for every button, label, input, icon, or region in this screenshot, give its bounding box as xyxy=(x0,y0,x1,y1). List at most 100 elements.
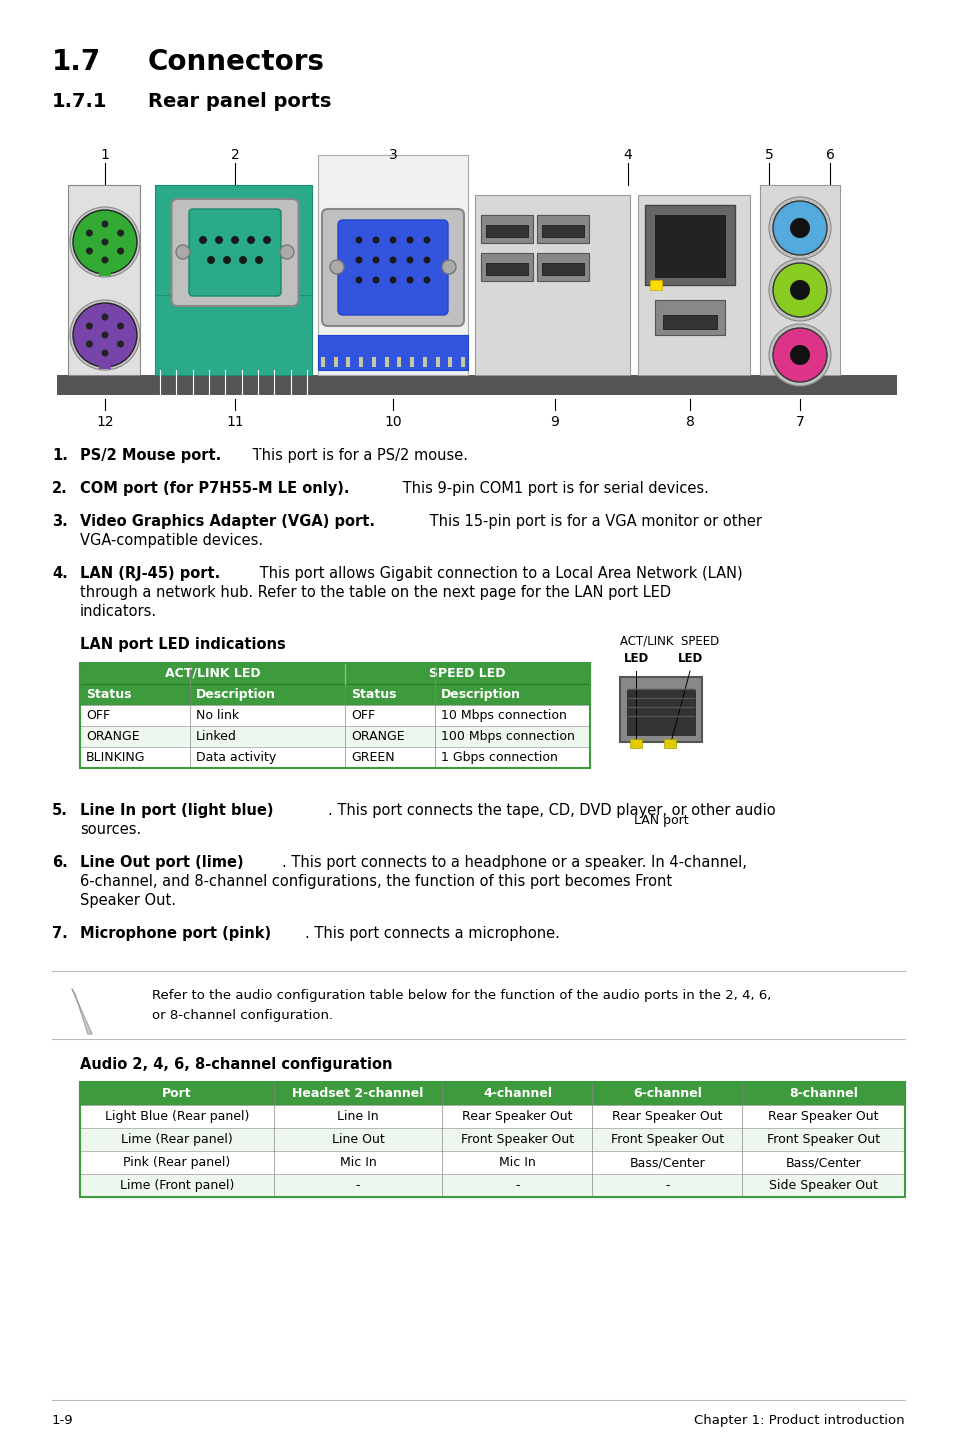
Bar xyxy=(655,215,724,276)
Circle shape xyxy=(355,236,362,243)
Text: 7.: 7. xyxy=(52,927,68,941)
Text: through a network hub. Refer to the table on the next page for the LAN port LED: through a network hub. Refer to the tabl… xyxy=(80,586,670,600)
Circle shape xyxy=(355,276,362,284)
Text: Video Graphics Adapter (VGA) port.: Video Graphics Adapter (VGA) port. xyxy=(80,514,375,528)
Text: 5: 5 xyxy=(763,147,773,162)
Bar xyxy=(99,271,111,276)
Text: Description: Description xyxy=(440,687,520,702)
Text: 1-9: 1-9 xyxy=(52,1413,73,1428)
Text: This 15-pin port is for a VGA monitor or other: This 15-pin port is for a VGA monitor or… xyxy=(424,514,761,528)
Text: Front Speaker Out: Front Speaker Out xyxy=(610,1133,723,1146)
Circle shape xyxy=(372,236,379,243)
FancyBboxPatch shape xyxy=(189,209,281,296)
Text: PS/2 Mouse port.: PS/2 Mouse port. xyxy=(80,448,221,463)
Circle shape xyxy=(423,276,430,284)
Text: Status: Status xyxy=(86,687,132,702)
Text: 4-channel: 4-channel xyxy=(482,1087,552,1100)
Text: GREEN: GREEN xyxy=(351,750,395,765)
Text: Audio 2, 4, 6, 8-channel configuration: Audio 2, 4, 6, 8-channel configuration xyxy=(80,1057,392,1073)
Bar xyxy=(372,357,375,367)
Text: 4: 4 xyxy=(623,147,632,162)
Text: 6: 6 xyxy=(824,147,834,162)
Bar xyxy=(662,315,717,329)
Text: 1 Gbps connection: 1 Gbps connection xyxy=(440,750,558,765)
Circle shape xyxy=(101,221,109,228)
Circle shape xyxy=(73,211,137,274)
Circle shape xyxy=(101,256,109,263)
Text: LED: LED xyxy=(623,652,649,664)
Bar xyxy=(80,663,589,768)
Bar xyxy=(80,1083,904,1106)
Text: LAN port LED indications: LAN port LED indications xyxy=(80,637,286,652)
Text: -: - xyxy=(355,1179,360,1191)
Text: Line Out: Line Out xyxy=(332,1133,384,1146)
Circle shape xyxy=(86,341,92,348)
Circle shape xyxy=(330,261,344,274)
Circle shape xyxy=(70,208,140,276)
Text: Front Speaker Out: Front Speaker Out xyxy=(766,1133,880,1146)
Text: Chapter 1: Product introduction: Chapter 1: Product introduction xyxy=(694,1413,904,1428)
Text: Linked: Linked xyxy=(195,730,236,743)
Bar xyxy=(57,375,896,395)
Circle shape xyxy=(772,263,826,316)
Circle shape xyxy=(247,236,254,243)
Bar xyxy=(760,185,840,375)
Circle shape xyxy=(789,281,809,299)
Circle shape xyxy=(214,236,223,243)
Text: Port: Port xyxy=(162,1087,192,1100)
Text: Description: Description xyxy=(195,687,275,702)
Text: Headset 2-channel: Headset 2-channel xyxy=(293,1087,423,1100)
Text: SPEED LED: SPEED LED xyxy=(429,667,505,680)
Circle shape xyxy=(389,256,396,263)
Bar xyxy=(384,357,388,367)
Text: Lime (Front panel): Lime (Front panel) xyxy=(119,1179,233,1191)
Text: This 9-pin COM1 port is for serial devices.: This 9-pin COM1 port is for serial devic… xyxy=(397,481,708,495)
Circle shape xyxy=(223,256,231,263)
Text: Microphone port (pink): Microphone port (pink) xyxy=(80,927,271,941)
Text: 7: 7 xyxy=(795,415,803,430)
Circle shape xyxy=(768,324,830,387)
Bar xyxy=(655,299,724,335)
Text: 2: 2 xyxy=(231,147,239,162)
Text: Front Speaker Out: Front Speaker Out xyxy=(460,1133,574,1146)
Circle shape xyxy=(231,236,239,243)
Circle shape xyxy=(768,259,830,321)
Bar xyxy=(537,215,588,243)
Text: COM port (for P7H55-M LE only).: COM port (for P7H55-M LE only). xyxy=(80,481,349,495)
Text: or 8-channel configuration.: or 8-channel configuration. xyxy=(152,1010,333,1022)
Text: 1: 1 xyxy=(100,147,110,162)
Bar xyxy=(80,705,589,726)
Text: 10 Mbps connection: 10 Mbps connection xyxy=(440,709,566,722)
Circle shape xyxy=(207,256,214,263)
Text: 1.7.1: 1.7.1 xyxy=(52,92,108,112)
Text: . This port connects the tape, CD, DVD player, or other audio: . This port connects the tape, CD, DVD p… xyxy=(328,803,775,818)
Bar xyxy=(334,357,337,367)
Text: 1.: 1. xyxy=(52,448,68,463)
Text: . This port connects a microphone.: . This port connects a microphone. xyxy=(305,927,559,941)
Bar xyxy=(475,195,629,375)
Circle shape xyxy=(372,256,379,263)
Text: 2.: 2. xyxy=(52,481,68,495)
Text: Line In port (light blue): Line In port (light blue) xyxy=(80,803,274,818)
Bar xyxy=(649,281,661,291)
Circle shape xyxy=(772,200,826,255)
Text: Mic In: Mic In xyxy=(498,1156,536,1169)
Text: LED: LED xyxy=(678,652,702,664)
Text: Side Speaker Out: Side Speaker Out xyxy=(768,1179,878,1191)
Circle shape xyxy=(772,328,826,382)
Text: Rear Speaker Out: Rear Speaker Out xyxy=(612,1110,722,1123)
Circle shape xyxy=(117,341,124,348)
Bar xyxy=(317,335,468,369)
Bar xyxy=(644,205,734,285)
Bar xyxy=(541,263,583,275)
Text: Status: Status xyxy=(351,687,396,702)
Bar xyxy=(485,263,527,275)
Circle shape xyxy=(389,276,396,284)
Text: . This port connects to a headphone or a speaker. In 4-channel,: . This port connects to a headphone or a… xyxy=(282,855,746,871)
Text: 1.7: 1.7 xyxy=(52,49,101,76)
Text: VGA-compatible devices.: VGA-compatible devices. xyxy=(80,533,263,548)
Text: Rear panel ports: Rear panel ports xyxy=(148,92,331,112)
Text: 6.: 6. xyxy=(52,855,68,871)
Circle shape xyxy=(406,256,413,263)
Circle shape xyxy=(768,198,830,259)
